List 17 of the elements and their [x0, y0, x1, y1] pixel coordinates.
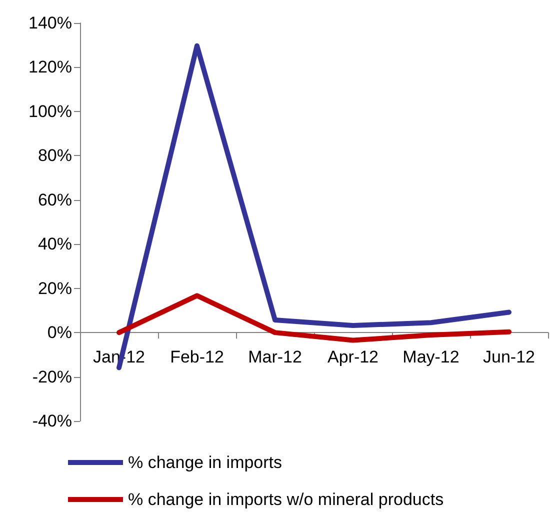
- y-tick-label: 140%: [28, 14, 72, 32]
- legend-label: % change in imports w/o mineral products: [128, 490, 444, 509]
- x-tick-label: Jun-12: [483, 348, 535, 367]
- y-tick-label: 40%: [38, 234, 72, 254]
- y-tick-label: 20%: [38, 278, 72, 298]
- y-tick-label: 0%: [47, 323, 72, 342]
- y-tick-label: -40%: [32, 412, 72, 430]
- legend-label: % change in imports: [128, 453, 282, 472]
- y-tick-label: 120%: [28, 58, 72, 77]
- y-tick-label: 100%: [28, 102, 72, 121]
- y-tick-label: 80%: [38, 146, 72, 166]
- x-tick-label: Feb-12: [170, 348, 224, 367]
- y-tick-label: 60%: [38, 190, 72, 210]
- x-tick-label: May-12: [402, 348, 460, 367]
- y-tick-label: -20%: [32, 367, 72, 386]
- x-tick-label: Apr-12: [327, 348, 379, 367]
- x-tick-label: Mar-12: [248, 348, 302, 367]
